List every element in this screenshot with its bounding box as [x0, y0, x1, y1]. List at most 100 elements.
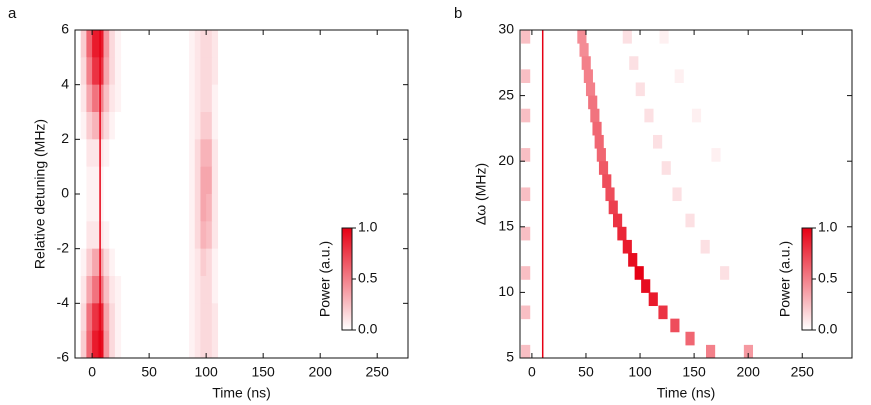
heat-cell	[80, 139, 87, 168]
y-tick-label: 15	[498, 218, 514, 234]
y-axis-label: Relative detuning (MHz)	[32, 119, 48, 269]
heat-cell	[109, 112, 116, 140]
heat-cell	[211, 248, 219, 277]
heat-cell	[211, 276, 219, 304]
x-tick-label: 200	[737, 364, 761, 380]
heat-cell	[670, 318, 680, 333]
heat-cell	[521, 226, 531, 241]
heat-cell	[200, 30, 207, 58]
x-tick-label: 150	[251, 364, 275, 380]
colorbar	[801, 227, 813, 331]
y-tick-label: 6	[61, 21, 69, 37]
x-tick-label: 100	[194, 364, 218, 380]
heat-cell	[206, 221, 213, 250]
heat-cell	[617, 226, 627, 241]
heat-cell	[206, 248, 213, 277]
heat-cell	[194, 139, 201, 168]
heat-cell	[194, 166, 201, 195]
heat-cell	[80, 84, 87, 113]
heat-cell	[211, 139, 219, 168]
heat-cell	[86, 166, 93, 195]
heat-cell	[114, 84, 122, 113]
heat-cell	[86, 221, 93, 250]
heat-cell	[103, 276, 110, 304]
heat-cell	[80, 57, 87, 86]
heat-cell	[661, 161, 671, 175]
heat-cell	[109, 303, 116, 332]
heat-cell	[581, 56, 591, 70]
heat-cell	[200, 194, 207, 222]
heat-cell	[114, 112, 122, 140]
heat-cell	[92, 139, 99, 168]
x-tick-label: 200	[309, 364, 333, 380]
heat-cell	[86, 194, 93, 222]
heat-cell	[97, 166, 105, 195]
heat-cell	[194, 57, 201, 86]
heat-cell	[103, 221, 110, 250]
x-tick-label: 0	[88, 364, 96, 380]
heat-cell	[200, 248, 207, 277]
heat-cell	[103, 112, 110, 140]
heat-cell	[92, 112, 99, 140]
heat-cell	[80, 303, 87, 332]
heat-cell	[658, 305, 668, 320]
heat-cell	[86, 276, 93, 304]
heat-cell	[97, 139, 105, 168]
x-tick-label: 250	[791, 364, 815, 380]
heat-cell	[200, 166, 207, 195]
heat-cell	[114, 276, 122, 304]
heat-cell	[583, 69, 593, 83]
heat-cell	[711, 148, 721, 162]
heat-cell	[521, 187, 531, 202]
heat-cell	[211, 112, 219, 140]
heat-cell	[206, 166, 213, 195]
heat-cell	[92, 166, 99, 195]
x-axis-label: Time (ns)	[657, 385, 716, 401]
heat-cell	[86, 30, 93, 58]
heat-cell	[628, 253, 638, 267]
heat-cell	[109, 248, 116, 277]
heat-cell	[613, 213, 623, 228]
heat-cell	[103, 57, 110, 86]
heat-cell	[206, 84, 213, 113]
heat-cell	[109, 84, 116, 113]
y-tick-label: 2	[61, 130, 69, 146]
heat-cell	[672, 187, 682, 202]
heat-cell	[189, 166, 196, 195]
heat-cell	[644, 108, 654, 123]
heat-cell	[700, 239, 710, 254]
heat-cell	[109, 139, 116, 168]
heat-cell	[521, 69, 531, 83]
heat-cell	[635, 82, 645, 97]
heat-cell	[200, 303, 207, 332]
y-axis-label: Δω (MHz)	[473, 163, 489, 225]
panel-label: a	[8, 5, 17, 22]
heat-cell	[80, 221, 87, 250]
heat-cell	[109, 30, 116, 58]
heat-cell	[211, 84, 219, 113]
heat-cell	[206, 57, 213, 86]
y-tick-label: 20	[498, 152, 514, 168]
heat-cell	[97, 303, 105, 332]
heat-cell	[685, 213, 695, 228]
colorbar-tick-label: 0.5	[358, 270, 378, 286]
heat-cell	[685, 331, 695, 346]
heat-cell	[194, 330, 201, 358]
heat-cell	[114, 57, 122, 86]
heat-cell	[206, 194, 213, 222]
heat-cell	[189, 57, 196, 86]
heat-cell	[200, 221, 207, 250]
heat-cell	[200, 112, 207, 140]
heat-cell	[103, 194, 110, 222]
heat-cell	[86, 303, 93, 332]
heat-cell	[200, 84, 207, 113]
heat-cell	[80, 30, 87, 58]
heat-cell	[596, 148, 606, 162]
y-tick-label: 4	[61, 75, 69, 91]
heat-cell	[97, 84, 105, 113]
heat-cell	[189, 194, 196, 222]
heat-cell	[114, 221, 122, 250]
colorbar-tick-label: 0.0	[818, 321, 838, 337]
heat-cell	[521, 108, 531, 123]
heat-cell	[206, 303, 213, 332]
